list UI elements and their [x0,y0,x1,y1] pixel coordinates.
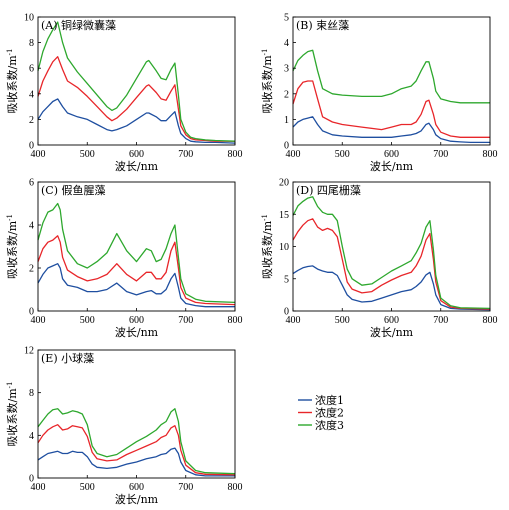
y-tick-label: 1 [284,115,289,126]
y-axis-label: 吸收系数/m-1 [5,382,19,447]
series-line-1 [37,263,235,308]
y-tick-label: 0 [29,141,34,152]
y-axis-label: 吸收系数/m-1 [260,49,274,114]
y-tick-label: 8 [29,38,34,49]
plot-frame [37,349,236,479]
x-tick-label: 800 [483,149,498,160]
x-tick-label: 600 [129,315,144,326]
series-line-3 [37,21,236,142]
x-tick-label: 400 [31,315,46,326]
y-tick-label: 2 [284,89,289,100]
series-line-3 [37,408,236,475]
x-tick-label: 700 [178,315,193,326]
series-line-1 [292,265,491,311]
x-tick-label: 400 [286,315,301,326]
y-tick-label: 4 [29,89,34,100]
series-line-2 [37,235,236,306]
y-tick-label: 0 [29,474,34,485]
y-tick-label: 0 [284,141,289,152]
plot-frame [292,16,491,146]
y-tick-label: 20 [279,178,289,189]
plot-frame [37,181,236,312]
x-axis-label: 波长/nm [115,326,159,339]
x-tick-label: 600 [384,315,399,326]
y-axis-label: 吸收系数/m-1 [5,214,19,279]
panel-title: (E) 小球藻 [41,351,94,365]
x-tick-label: 600 [129,149,144,160]
y-tick-label: 4 [29,221,34,232]
y-tick-label: 5 [284,13,289,24]
x-tick-label: 700 [178,482,193,493]
panel-title: (B) 束丝藻 [296,19,349,32]
y-axis-label: 吸收系数/m-1 [260,214,274,279]
y-tick-label: 2 [29,115,34,126]
series-line-2 [292,80,490,138]
x-tick-label: 700 [433,149,448,160]
series-line-3 [37,202,236,304]
series-line-1 [37,98,236,144]
panel-title: (C) 假鱼腥藻 [41,183,106,197]
plot-frame [292,181,491,312]
panel-title: (D) 四尾栅藻 [296,183,361,197]
y-tick-label: 3 [284,64,289,75]
series-line-1 [292,116,490,144]
x-tick-label: 500 [335,149,350,160]
series-line-2 [37,56,235,142]
x-tick-label: 800 [228,315,243,326]
legend-label: 浓度1 [315,393,344,407]
x-tick-label: 500 [80,315,95,326]
x-tick-label: 800 [228,482,243,493]
panel-title: (A) 铜绿微囊藻 [41,18,116,32]
series-line-1 [37,447,235,477]
series-line-2 [292,218,491,310]
y-tick-label: 4 [29,431,34,442]
x-tick-label: 600 [129,482,144,493]
legend-label: 浓度3 [315,418,344,432]
x-tick-label: 400 [31,482,46,493]
legend-label: 浓度2 [315,406,344,420]
x-tick-label: 800 [228,149,243,160]
y-tick-label: 6 [29,178,34,189]
y-tick-label: 10 [24,13,34,24]
x-tick-label: 800 [483,315,498,326]
x-axis-label: 波长/nm [370,160,414,173]
y-tick-label: 6 [29,64,34,75]
y-tick-label: 4 [284,38,289,49]
y-tick-label: 5 [284,274,289,285]
x-tick-label: 700 [178,149,193,160]
series-line-3 [292,196,491,310]
y-tick-label: 2 [29,264,34,275]
y-tick-label: 10 [279,242,289,253]
x-axis-label: 波长/nm [115,160,159,173]
y-tick-label: 8 [29,388,34,399]
x-tick-label: 400 [31,149,46,160]
x-tick-label: 400 [286,149,301,160]
y-tick-label: 15 [279,210,289,221]
x-tick-label: 500 [335,315,350,326]
x-axis-label: 波长/nm [370,326,414,339]
x-tick-label: 600 [384,149,399,160]
y-tick-label: 0 [29,307,34,318]
series-line-3 [292,49,490,104]
x-tick-label: 700 [433,315,448,326]
y-tick-label: 0 [284,307,289,318]
series-line-2 [37,424,236,476]
y-axis-label: 吸收系数/m-1 [5,49,19,114]
x-tick-label: 500 [80,482,95,493]
y-tick-label: 12 [24,346,34,357]
x-tick-label: 500 [80,149,95,160]
x-axis-label: 波长/nm [115,493,159,506]
